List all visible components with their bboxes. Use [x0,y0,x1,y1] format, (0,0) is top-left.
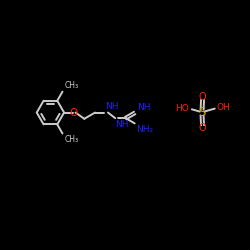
Text: O: O [199,123,206,133]
Text: OH: OH [217,103,230,112]
Text: CH₃: CH₃ [64,135,78,144]
Text: NH: NH [115,120,129,129]
Text: NH: NH [137,103,150,112]
Text: NH: NH [106,102,119,110]
Text: S: S [198,106,206,119]
Text: HO: HO [175,104,188,112]
Text: CH₃: CH₃ [64,82,78,90]
Text: O: O [199,92,206,102]
Text: NH₂: NH₂ [136,125,153,134]
Text: O: O [70,108,78,118]
